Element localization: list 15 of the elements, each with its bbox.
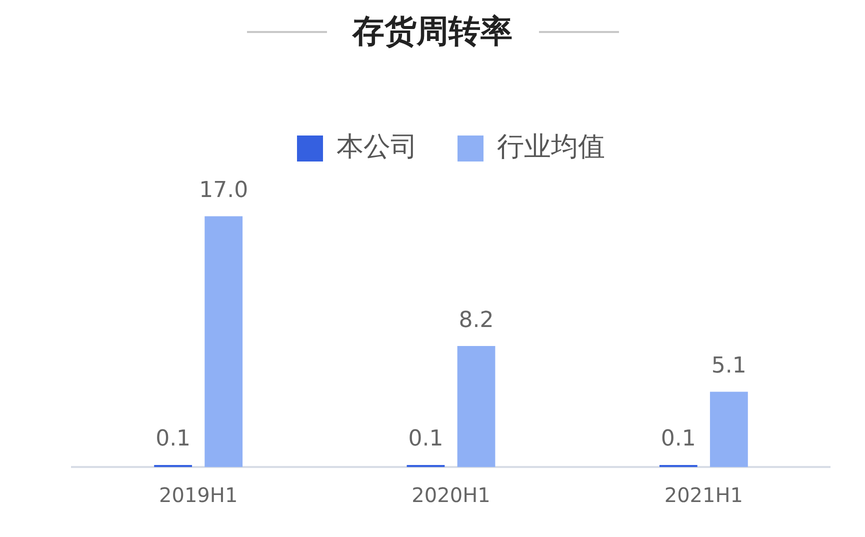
data-label: 8.2 bbox=[458, 308, 494, 333]
bar bbox=[457, 346, 496, 467]
chart-title: 存货周转率 bbox=[352, 11, 512, 52]
data-label: 5.1 bbox=[711, 353, 746, 378]
x-tick-label: 2019H1 bbox=[158, 483, 238, 508]
data-label: 0.1 bbox=[660, 426, 696, 452]
data-label: 0.1 bbox=[156, 426, 191, 452]
bar bbox=[204, 216, 243, 467]
bar bbox=[710, 392, 748, 467]
legend-label: 本公司 bbox=[336, 132, 418, 163]
data-label: 17.0 bbox=[199, 178, 248, 203]
data-label: 0.1 bbox=[408, 426, 444, 452]
x-tick-label: 2020H1 bbox=[412, 483, 490, 508]
legend-label: 行业均值 bbox=[497, 132, 605, 163]
x-tick-label: 2021H1 bbox=[664, 483, 744, 508]
